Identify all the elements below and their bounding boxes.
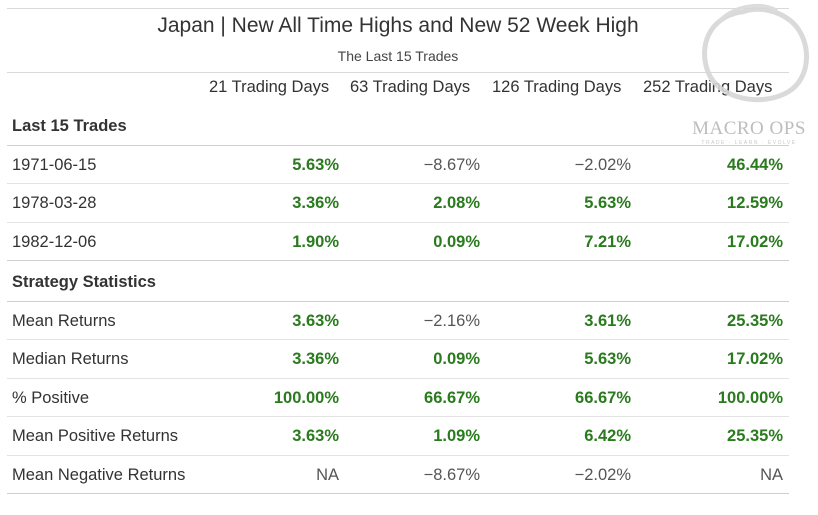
- table-row: 1971-06-15 5.63% −8.67% −2.02% 46.44%: [7, 146, 789, 184]
- column-header-21: 21 Trading Days: [209, 78, 330, 96]
- table-cell: −2.02%: [574, 465, 631, 484]
- row-divider: [7, 300, 789, 302]
- row-divider: [7, 454, 789, 456]
- table-cell: 17.02%: [727, 350, 783, 368]
- table-cell: 6.42%: [584, 427, 631, 445]
- row-label: Mean Positive Returns: [12, 427, 178, 445]
- row-label: 1971-06-15: [12, 155, 97, 174]
- row-label: Mean Negative Returns: [12, 465, 186, 484]
- table-cell: 5.63%: [584, 194, 631, 212]
- table-row: % Positive 100.00% 66.67% 66.67% 100.00%: [7, 379, 789, 417]
- table-cell: 25.35%: [727, 311, 783, 330]
- column-header-63: 63 Trading Days: [350, 78, 471, 96]
- table-cell: 12.59%: [727, 194, 783, 212]
- table-cell: 46.44%: [727, 155, 783, 174]
- table-row: Median Returns 3.36% 0.09% 5.63% 17.02%: [7, 340, 789, 378]
- table-cell: NA: [316, 465, 339, 484]
- top-rule: [7, 8, 789, 9]
- row-divider: [7, 339, 789, 340]
- table-cell: 3.63%: [292, 311, 339, 330]
- table-cell: 3.36%: [292, 194, 339, 212]
- table-cell: 100.00%: [273, 388, 339, 407]
- table-cell: 5.63%: [292, 155, 339, 174]
- group-header-row: Strategy Statistics: [7, 263, 789, 301]
- table-row: Mean Returns 3.63% −2.16% 3.61% 25.35%: [7, 302, 789, 340]
- column-header-126: 126 Trading Days: [492, 78, 622, 96]
- table-cell: −2.02%: [574, 155, 631, 174]
- table-cell: 66.67%: [575, 388, 631, 407]
- row-label: Mean Returns: [12, 311, 116, 330]
- table-row: 1982-12-06 1.90% 0.09% 7.21% 17.02%: [7, 223, 789, 261]
- row-label: % Positive: [12, 388, 90, 407]
- table-cell: −8.67%: [423, 465, 480, 484]
- table-subtitle: The Last 15 Trades: [337, 48, 459, 64]
- table-cell: 7.21%: [584, 232, 631, 251]
- table-cell: 1.90%: [292, 232, 339, 251]
- table-row: Mean Positive Returns 3.63% 1.09% 6.42% 25.3…: [7, 417, 789, 455]
- table-cell: 25.35%: [727, 427, 783, 445]
- row-label: 1978-03-28: [12, 194, 97, 212]
- group-header-label: Last 15 Trades: [12, 117, 127, 135]
- table-cell: 3.61%: [584, 311, 631, 330]
- row-divider: [7, 183, 789, 184]
- row-divider: [7, 144, 789, 146]
- group-header-row: Last 15 Trades: [7, 107, 789, 145]
- header-rule: [7, 72, 789, 73]
- row-divider: [7, 416, 789, 417]
- table-cell: 17.02%: [727, 232, 783, 251]
- table-cell: 2.08%: [433, 194, 480, 212]
- table-cell: −8.67%: [423, 155, 480, 174]
- row-label: 1982-12-06: [12, 232, 97, 251]
- group-header-label: Strategy Statistics: [12, 273, 156, 291]
- table-cell: −2.16%: [423, 311, 480, 330]
- table-cell: 3.36%: [292, 350, 339, 368]
- table-cell: 0.09%: [433, 350, 480, 368]
- row-divider: [7, 493, 789, 494]
- table-row: 1978-03-28 3.36% 2.08% 5.63% 12.59%: [7, 184, 789, 222]
- watermark-text: MACRO OPS: [692, 118, 806, 139]
- table-cell: 66.67%: [424, 388, 480, 407]
- table-cell: 100.00%: [717, 388, 783, 407]
- table-row: Mean Negative Returns NA −8.67% −2.02% NA: [7, 456, 789, 494]
- watermark-tagline: TRADE · LEARN · EVOLVE: [701, 140, 796, 146]
- column-header-252: 252 Trading Days: [643, 78, 773, 96]
- row-label: Median Returns: [12, 350, 129, 368]
- table-cell: 5.63%: [584, 350, 631, 368]
- row-divider: [7, 260, 789, 261]
- macro-ops-watermark-logo: MACRO OPS TRADE · LEARN · EVOLVE: [692, 3, 809, 146]
- table-cell: 1.09%: [433, 427, 480, 445]
- row-divider: [7, 377, 789, 379]
- row-divider: [7, 221, 789, 223]
- table-cell: 3.63%: [292, 427, 339, 445]
- table-cell: 0.09%: [433, 232, 480, 251]
- table-cell: NA: [760, 465, 783, 484]
- table-title: Japan | New All Time Highs and New 52 We…: [157, 14, 639, 37]
